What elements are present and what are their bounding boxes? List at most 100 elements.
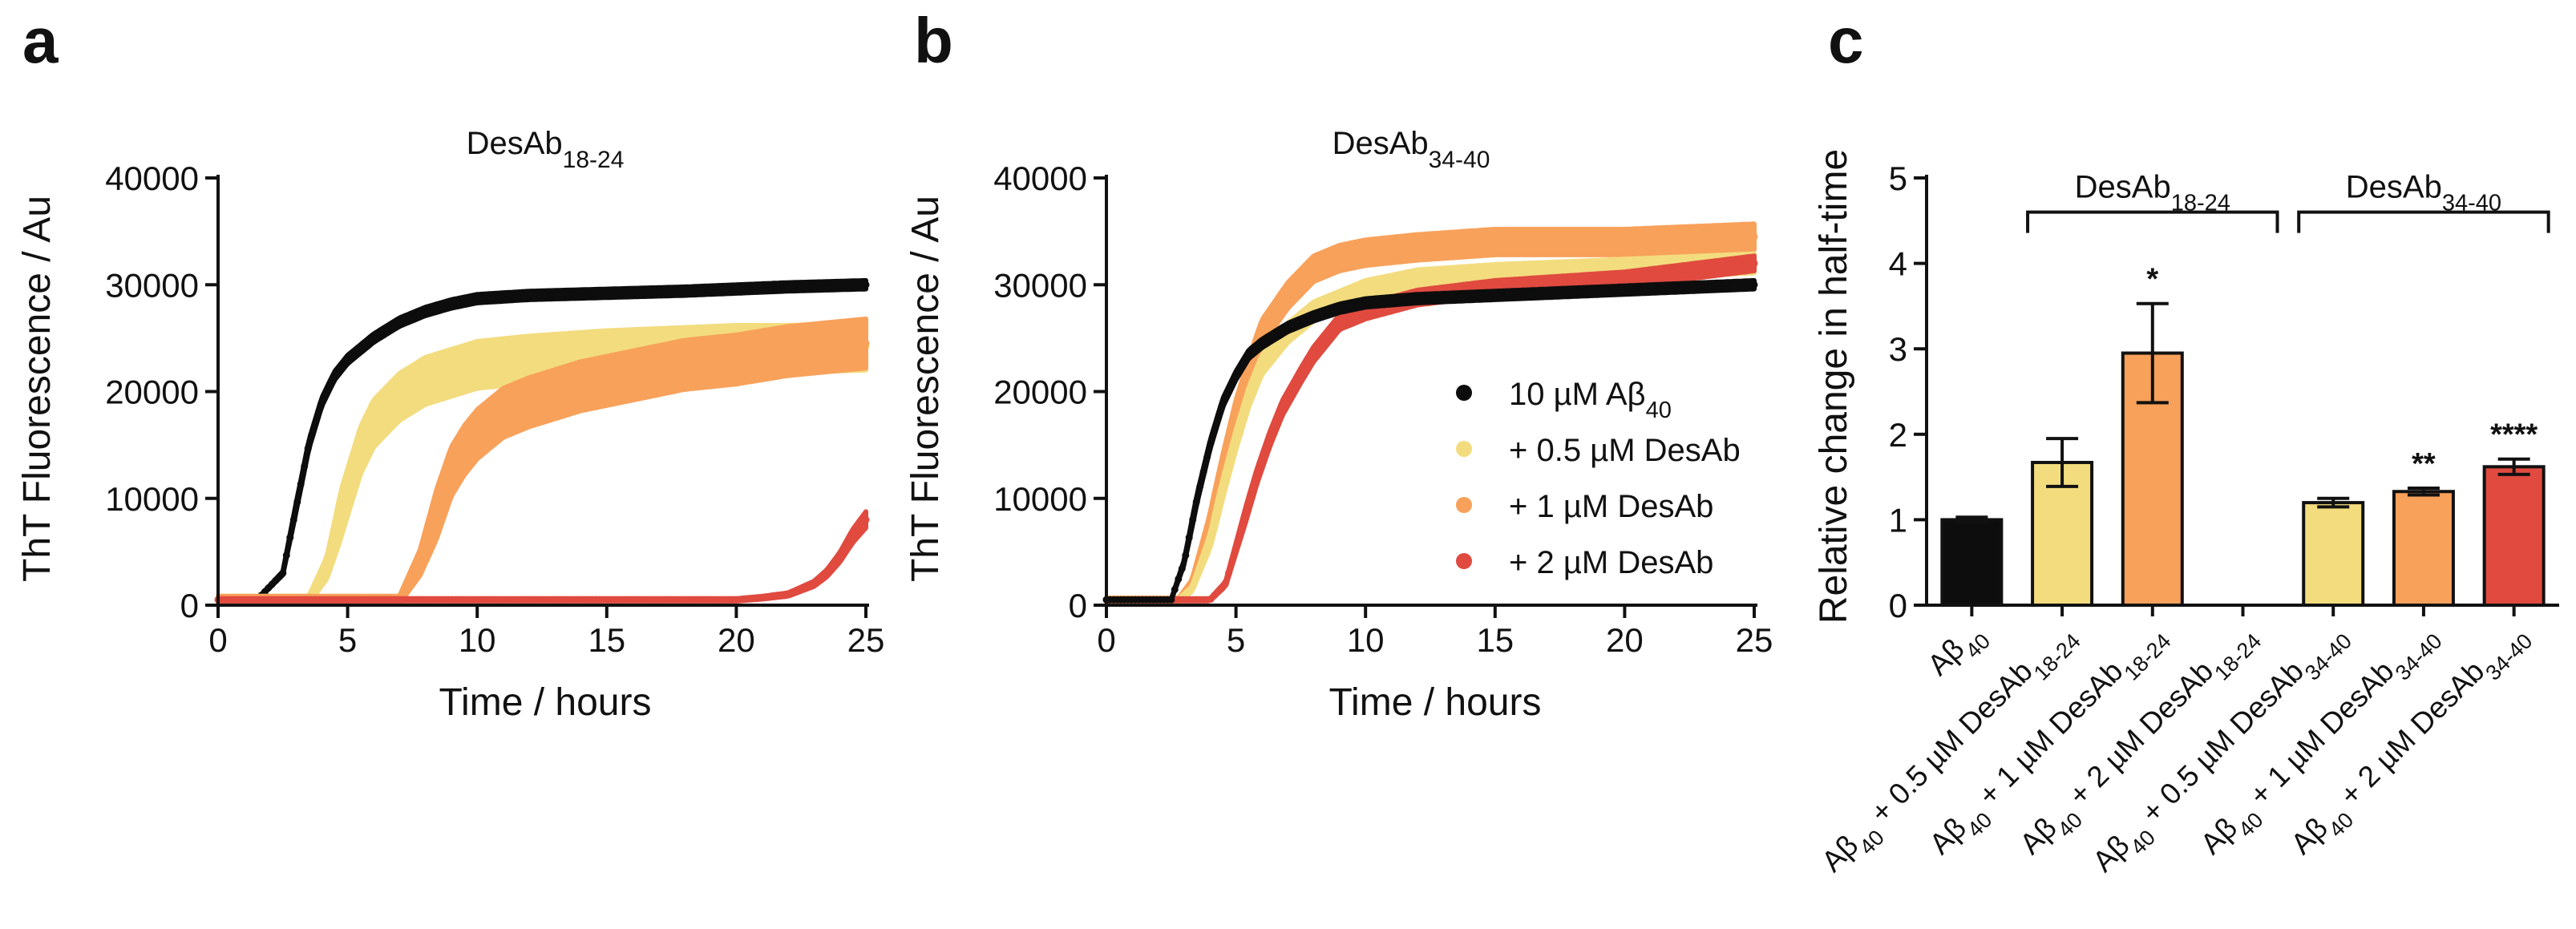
panel-b-point-2-um-desab (1300, 366, 1308, 374)
panel-a-point-1-um-desab (862, 340, 870, 347)
panel-a-point-1-um-desab (430, 518, 438, 526)
panel-b-point-1-um-desab (1276, 304, 1283, 312)
panel-b-point-10-um-ab40 (1207, 438, 1215, 446)
panel-b-point-10-um-ab40 (1167, 596, 1175, 604)
panel-b-point-1-um-desab (1232, 409, 1240, 417)
panel-c-y-tick-label: 3 (1889, 330, 1907, 368)
panel-b-series-1-um-desab (1102, 221, 1758, 604)
panel-a-x-tick-label: 15 (588, 621, 625, 659)
panel-c-group-label-1: DesAb18-24 (2075, 170, 2230, 216)
panel-b-point-10-um-ab40 (1214, 415, 1222, 423)
panel-a-y-tick-label: 40000 (105, 160, 199, 197)
panel-a-point-1-um-desab (427, 528, 435, 536)
panel-a-point-10-um-ab40 (297, 480, 305, 488)
panel-a-point-10-um-ab40 (301, 462, 309, 471)
panel-a-point-1-um-desab (412, 566, 420, 574)
panel-b-legend: 10 µM Aβ40 + 0.5 µM DesAb + 1 µM DesAb +… (1456, 377, 1741, 580)
panel-a-point-1-um-desab (455, 454, 463, 462)
panel-b-x-tick-label: 15 (1476, 621, 1514, 659)
panel-a-point-1-um-desab (423, 539, 431, 547)
legend-label-1-uM: + 1 µM DesAb (1509, 489, 1713, 524)
panel-a-x-tick-label: 10 (459, 621, 496, 659)
panel-c-group-brackets: DesAb18-24 DesAb34-40 (2026, 170, 2550, 233)
panel-b-point-0-5-um-desab (1247, 390, 1255, 398)
panel-b-point-0-5-um-desab (1228, 449, 1236, 457)
panel-letter-b: b (914, 5, 953, 76)
panel-b-point-0-5-um-desab (1196, 563, 1204, 572)
panel-b-point-2-um-desab (1750, 260, 1758, 268)
panel-a-band-10-um-ab40 (216, 277, 868, 604)
panel-b-point-2-um-desab (1286, 390, 1294, 398)
legend-label-2-uM: + 2 µM DesAb (1509, 545, 1713, 580)
panel-b-point-2-um-desab (1279, 403, 1287, 411)
panel-a-point-10-um-ab40 (293, 498, 301, 506)
panel-b-point-1-um-desab (1239, 386, 1248, 393)
panel-b-series-layer (1102, 221, 1758, 604)
panel-a-point-0-5-um-desab (311, 584, 319, 592)
panel-b-point-2-um-desab (1276, 412, 1283, 420)
panel-b-point-2-um-desab (1289, 384, 1297, 392)
panel-c-significance-6: ** (2412, 447, 2436, 481)
panel-a-point-0-5-um-desab (337, 513, 345, 521)
panel-c-y-tick-label: 5 (1889, 160, 1907, 197)
panel-a-point-2-um-desab (840, 546, 848, 554)
panel-b-point-1-um-desab (1261, 325, 1268, 333)
panel-b-point-2-um-desab (1264, 439, 1272, 447)
panel-b-x-tick-label: 25 (1736, 621, 1773, 659)
panel-b-y-tick-label: 20000 (993, 374, 1087, 411)
panel-b-point-0-5-um-desab (1189, 583, 1197, 591)
panel-c-axes: 0 1 2 3 4 5 (1889, 160, 2559, 624)
panel-a-point-1-um-desab (441, 487, 449, 495)
panel-a-point-1-um-desab (408, 572, 416, 580)
panel-b-point-0-5-um-desab (1250, 381, 1258, 389)
panel-a-line-chart: DesAb18-24 0 10000 20000 30000 40000 0 5 10 15 20… (16, 126, 884, 724)
panel-b-band-1-um-desab (1104, 221, 1757, 604)
panel-a-y-axis-title: ThT Fluorescence / Au (16, 196, 59, 582)
panel-c-significance-7: **** (2490, 418, 2538, 452)
panel-a-point-2-um-desab (862, 515, 870, 523)
panel-b-series-10-um-ab40 (1102, 277, 1758, 604)
panel-b-point-10-um-ab40 (1235, 366, 1244, 374)
panel-b-point-0-5-um-desab (1243, 400, 1251, 408)
panel-b-point-1-um-desab (1268, 314, 1276, 322)
panel-a-point-0-5-um-desab (318, 572, 326, 580)
panel-b-axes: 0 10000 20000 30000 40000 0 5 10 15 20 25 (993, 160, 1773, 659)
legend-marker-2-uM (1456, 553, 1472, 569)
panel-a-axes: 0 10000 20000 30000 40000 0 5 10 15 20 25 (105, 160, 884, 659)
panel-a-point-0-5-um-desab (340, 500, 348, 508)
panel-a-point-1-um-desab (448, 467, 456, 475)
panel-a-point-1-um-desab (405, 579, 413, 587)
panel-b-point-2-um-desab (1257, 460, 1265, 468)
panel-a-point-10-um-ab40 (330, 374, 338, 382)
panel-b-point-2-um-desab (1268, 430, 1276, 438)
panel-a-y-tick-label: 10000 (105, 480, 199, 518)
panel-c-significance-3: * (2146, 263, 2158, 297)
panel-a-point-2-um-desab (844, 540, 852, 548)
panel-b-point-0-5-um-desab (1218, 490, 1226, 498)
panel-b-point-0-5-um-desab (1235, 424, 1244, 432)
panel-c-y-tick-label: 0 (1889, 587, 1907, 624)
panel-b-point-2-um-desab (1247, 495, 1255, 503)
panel-b-x-tick-label: 0 (1097, 621, 1115, 659)
panel-b-point-0-5-um-desab (1225, 462, 1233, 471)
panel-a-point-0-5-um-desab (366, 429, 373, 437)
panel-a-point-1-um-desab (444, 476, 452, 484)
legend-label-abeta: 10 µM Aβ40 (1509, 377, 1672, 423)
panel-b-point-1-um-desab (1750, 232, 1758, 240)
panel-a-point-0-5-um-desab (315, 578, 323, 586)
panel-a-point-0-5-um-desab (358, 443, 366, 451)
panel-a-point-1-um-desab (419, 550, 427, 558)
panel-b-band-2-um-desab (1104, 253, 1757, 604)
panel-a-y-tick-label: 20000 (105, 374, 199, 411)
panel-b-point-0-5-um-desab (1192, 573, 1200, 581)
panel-b-title: DesAb34-40 (1332, 126, 1490, 173)
panel-b-point-10-um-ab40 (1192, 498, 1200, 506)
panel-b-point-2-um-desab (1239, 519, 1248, 527)
panel-b-point-10-um-ab40 (1750, 281, 1758, 289)
panel-b-point-2-um-desab (1235, 532, 1244, 539)
panel-a-y-tick-label: 30000 (105, 266, 199, 304)
panel-b-point-10-um-ab40 (1171, 585, 1179, 593)
panel-a-point-10-um-ab40 (318, 397, 326, 405)
panel-b-point-10-um-ab40 (1228, 379, 1236, 387)
